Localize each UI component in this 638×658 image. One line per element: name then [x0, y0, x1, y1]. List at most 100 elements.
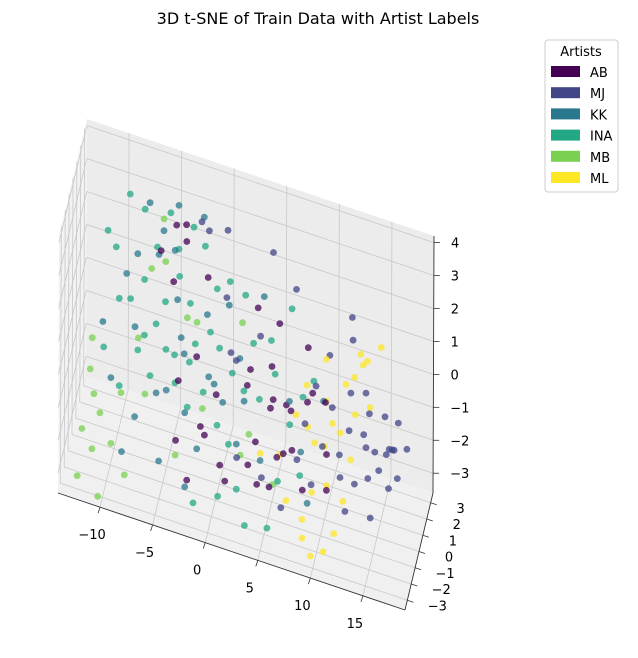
data-point-kk [232, 440, 240, 448]
data-point-kk [180, 350, 188, 358]
x-tick-label: −10 [78, 528, 105, 543]
x-tick-label: 10 [294, 599, 311, 614]
data-point-ab [288, 446, 296, 454]
data-point-ina [299, 393, 307, 401]
data-point-ina [216, 344, 224, 352]
data-point-ab [212, 391, 220, 399]
y-grid-floor [60, 482, 408, 601]
data-point-ina [225, 440, 232, 448]
data-point-mb [78, 425, 86, 432]
data-point-ab [253, 481, 261, 488]
chart-title: 3D t-SNE of Train Data with Artist Label… [157, 9, 480, 28]
x-grid-back [127, 133, 130, 391]
y-tick-mark [430, 502, 437, 506]
data-point-kk [155, 457, 163, 465]
data-point-mj [362, 444, 370, 451]
data-point-ab [204, 274, 212, 281]
y-grid-left [71, 177, 74, 435]
data-point-ab [304, 344, 312, 352]
data-point-ina [162, 298, 169, 306]
data-point-mb [107, 440, 115, 447]
data-point-mb [88, 445, 96, 453]
data-point-mj [393, 475, 401, 482]
data-point-kk [118, 448, 125, 455]
data-point-mb [90, 390, 98, 398]
data-point-mb [184, 314, 191, 322]
legend-swatch-mb [551, 150, 580, 162]
data-points [73, 190, 411, 560]
data-point-mb [162, 258, 170, 265]
data-point-ab [265, 483, 273, 491]
data-point-mj [277, 504, 285, 512]
data-point-kk [297, 448, 305, 456]
data-point-kk [256, 457, 264, 464]
data-point-ina [187, 300, 194, 307]
data-point-ina [115, 382, 123, 390]
legend-label-ml: ML [590, 172, 609, 187]
data-point-mb [88, 334, 96, 342]
data-point-kk [107, 374, 115, 381]
z-grid-left [58, 191, 88, 309]
y-grid-left [67, 193, 70, 451]
data-point-ina [268, 337, 275, 344]
data-point-mj [328, 404, 336, 411]
data-point-mj [257, 332, 264, 340]
data-point-ina [104, 226, 112, 234]
data-point-ml [339, 497, 347, 505]
x-grid-back [285, 186, 288, 444]
z-grid-back [86, 158, 434, 276]
data-point-ml [366, 404, 374, 412]
data-point-mj [293, 286, 300, 293]
data-point-mj [360, 431, 368, 439]
data-point-kk [131, 413, 139, 420]
data-point-ab [269, 396, 277, 403]
data-point-ml [359, 361, 367, 369]
legend-swatch-kk [551, 108, 580, 120]
data-point-kk [193, 445, 201, 453]
legend-swatch-ml [551, 172, 580, 183]
data-point-ina [190, 223, 198, 231]
y-tick-label: −3 [428, 599, 447, 614]
data-point-ina [100, 343, 108, 351]
data-point-ina [189, 499, 197, 507]
y-tick-label: 2 [453, 518, 461, 533]
y-tick-label: −1 [436, 567, 455, 582]
data-point-ab [323, 486, 330, 494]
data-point-ml [342, 381, 350, 388]
data-point-ml [357, 350, 365, 358]
data-point-mj [351, 480, 358, 488]
z-grid-left [58, 125, 88, 243]
data-point-mj [319, 443, 326, 450]
data-point-ab [287, 407, 295, 415]
data-point-ina [141, 276, 149, 283]
data-point-kk [162, 386, 170, 394]
data-point-ab [216, 461, 224, 469]
z-grid-back [86, 125, 435, 243]
data-point-mj [293, 456, 301, 464]
x-tick-label: 15 [347, 617, 364, 632]
y-tick-mark [414, 567, 422, 571]
data-point-ina [141, 331, 148, 339]
data-point-ina [202, 242, 209, 250]
data-point-mb [96, 409, 104, 417]
data-point-mb [239, 319, 247, 327]
legend-label-ab: AB [590, 66, 608, 81]
z-grid-back [86, 289, 434, 408]
data-point-kk [240, 397, 248, 405]
data-point-ab [273, 453, 281, 461]
data-point-mj [270, 249, 277, 256]
y-grid-left [59, 226, 62, 484]
data-point-mb [94, 492, 102, 500]
data-point-ab [174, 377, 182, 384]
data-point-ab [173, 221, 181, 229]
x-tick-mark [97, 507, 101, 514]
data-point-ina [263, 524, 271, 532]
data-point-kk [99, 318, 107, 325]
data-point-kk [160, 227, 168, 235]
data-point-ina [286, 421, 294, 429]
data-point-ml [303, 381, 311, 389]
data-point-mj [349, 336, 357, 344]
data-point-ml [323, 482, 330, 489]
y-tick-mark [411, 583, 418, 587]
data-point-ina [127, 295, 134, 302]
